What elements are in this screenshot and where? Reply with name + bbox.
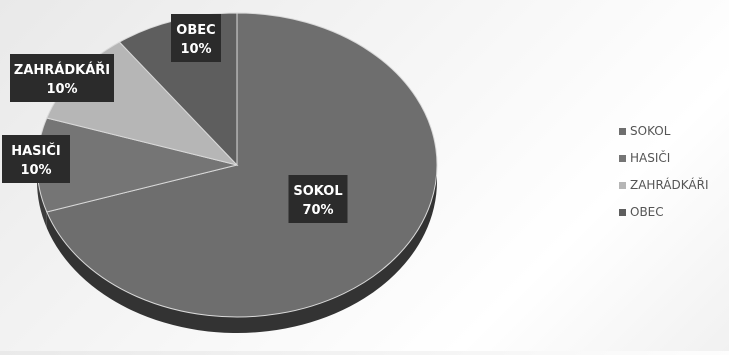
data-label-value-obec: 10% <box>180 42 211 57</box>
data-label-box-hasici <box>2 135 70 183</box>
legend-item-hasici: HASIČI <box>619 149 709 167</box>
legend: SOKOL HASIČI ZAHRÁDKÁŘI OBEC <box>619 122 709 230</box>
legend-label-zahradkari: ZAHRÁDKÁŘI <box>630 178 709 192</box>
legend-label-sokol: SOKOL <box>630 124 671 138</box>
data-label-category-hasici: HASIČI <box>11 143 61 159</box>
data-label-value-zahradkari: 10% <box>46 82 77 97</box>
pie-slice-sokol <box>46 12 438 318</box>
legend-swatch-obec <box>619 208 626 216</box>
data-label-category-zahradkari: ZAHRÁDKÁŘI <box>14 62 110 78</box>
data-label-category-obec: OBEC <box>176 23 215 38</box>
data-label-box-zahradkari <box>10 54 114 102</box>
data-label-value-hasici: 10% <box>20 163 51 178</box>
data-label-box-sokol <box>288 175 348 223</box>
legend-swatch-sokol <box>619 127 626 135</box>
legend-swatch-hasici <box>619 154 626 162</box>
data-label-value-sokol: 70% <box>302 203 333 218</box>
legend-label-obec: OBEC <box>630 205 664 219</box>
legend-item-zahradkari: ZAHRÁDKÁŘI <box>619 176 709 194</box>
legend-item-sokol: SOKOL <box>619 122 709 140</box>
pie-side-hasici <box>37 165 47 228</box>
data-label-box-obec <box>171 14 221 62</box>
legend-label-hasici: HASIČI <box>630 151 671 165</box>
data-label-category-sokol: SOKOL <box>293 184 342 199</box>
legend-swatch-zahradkari <box>619 181 626 189</box>
legend-item-obec: OBEC <box>619 203 709 221</box>
